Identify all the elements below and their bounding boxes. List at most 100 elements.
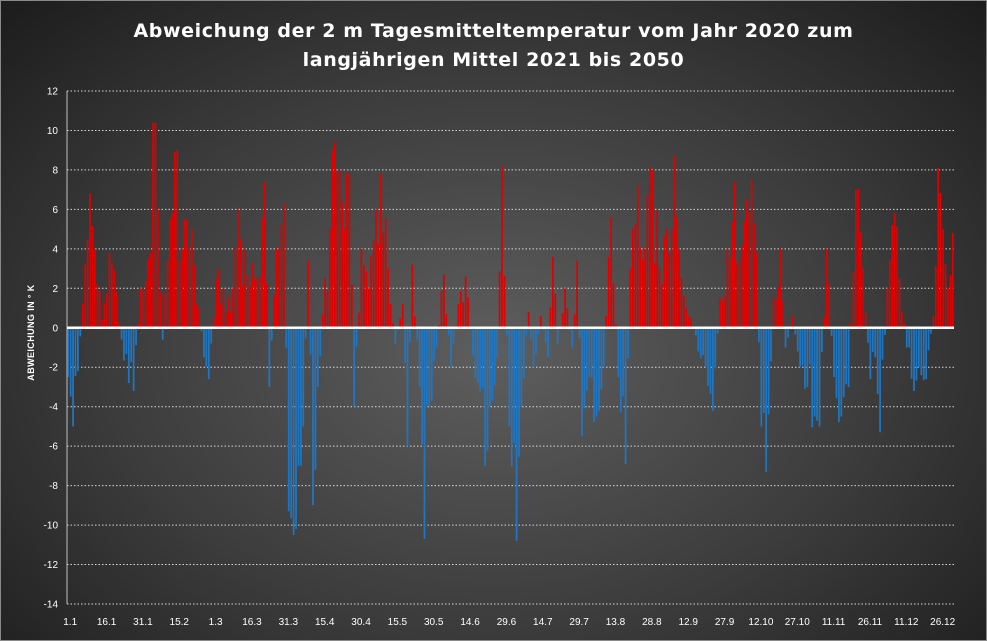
bar-positive (639, 247, 642, 328)
bar-negative (314, 327, 317, 470)
bar-positive (932, 315, 935, 328)
bar-negative (709, 327, 712, 394)
bar-negative (915, 327, 918, 381)
bar-positive (615, 324, 617, 328)
bar-negative (920, 327, 923, 376)
bar-negative (784, 327, 787, 348)
x-tick-label: 26.12 (930, 617, 955, 628)
x-tick-label: 27.9 (715, 617, 735, 628)
bar-negative (762, 327, 765, 413)
bar-positive (632, 228, 634, 328)
bar-positive (629, 268, 632, 328)
bar-positive (249, 286, 251, 328)
bar-positive (350, 284, 353, 328)
bar-positive (678, 248, 680, 328)
x-tick-label: 13.8 (606, 617, 626, 628)
y-tick-label: -6 (49, 442, 58, 453)
bar-negative (813, 327, 816, 417)
bar-positive (149, 252, 152, 328)
bar-negative (619, 327, 622, 413)
bar-negative (479, 327, 482, 391)
bar-positive (147, 258, 150, 328)
bar-negative (496, 327, 499, 358)
bar-negative (421, 327, 423, 445)
bar-positive (329, 229, 331, 328)
bar-negative (816, 327, 818, 421)
bar-negative (530, 327, 532, 340)
bar-positive (779, 248, 782, 328)
bar-positive (457, 304, 460, 328)
bar-positive (552, 256, 554, 328)
bar-negative (304, 327, 307, 339)
bar-negative (811, 327, 814, 428)
bar-negative (556, 327, 559, 344)
bar-negative (913, 327, 915, 391)
bar-negative (474, 327, 477, 379)
bar-positive (307, 260, 310, 328)
bar-positive (721, 301, 724, 328)
bar-negative (312, 327, 314, 506)
bar-negative (270, 327, 273, 341)
y-tick-label: -4 (49, 402, 58, 413)
bar-negative (535, 327, 537, 354)
bar-negative (927, 327, 930, 351)
bar-positive (442, 274, 445, 328)
y-tick-label: -2 (49, 363, 58, 374)
bar-positive (673, 156, 675, 328)
x-tick-label: 15.2 (170, 617, 190, 628)
x-tick-label: 11.12 (894, 617, 919, 628)
bar-positive (440, 290, 443, 328)
bar-positive (157, 209, 159, 328)
bar-positive (503, 275, 506, 328)
bar-positive (937, 167, 940, 328)
bar-positive (372, 240, 375, 328)
bar-positive (171, 212, 174, 328)
bar-negative (821, 327, 823, 353)
bar-positive (258, 276, 261, 328)
y-tick-label: 0 (52, 323, 58, 334)
bar-positive (728, 258, 731, 328)
bar-negative (285, 327, 288, 348)
bar-negative (472, 327, 474, 356)
bar-negative (801, 327, 804, 366)
bar-positive (573, 314, 576, 328)
bar-positive (942, 229, 944, 328)
bar-positive (86, 239, 89, 328)
bar-positive (152, 122, 154, 328)
bar-negative (290, 327, 293, 519)
bar-positive (283, 203, 285, 328)
bar-positive (743, 221, 746, 328)
bar-positive (348, 173, 351, 328)
bar-negative (876, 327, 879, 394)
bar-negative (120, 327, 123, 340)
bar-negative (702, 327, 705, 356)
bar-positive (379, 173, 382, 328)
bar-positive (864, 312, 867, 328)
bar-positive (144, 280, 147, 328)
bar-negative (922, 327, 925, 381)
x-tick-label: 29.7 (569, 617, 589, 628)
bar-negative (69, 327, 72, 397)
bar-negative (428, 327, 431, 407)
x-tick-label: 27.10 (785, 617, 810, 628)
bar-negative (707, 327, 709, 386)
bar-positive (246, 275, 249, 328)
bar-negative (297, 327, 300, 466)
bar-negative (476, 327, 479, 383)
bar-positive (266, 283, 268, 328)
y-tick-label: -12 (44, 560, 59, 571)
bar-positive (382, 232, 385, 328)
bar-negative (200, 327, 203, 332)
bar-positive (236, 209, 239, 328)
bar-negative (881, 327, 884, 360)
y-axis-label: ABWEICHUNG IN ° K (26, 284, 36, 380)
bar-negative (510, 327, 513, 467)
bar-negative (430, 327, 433, 401)
bar-positive (782, 301, 785, 328)
x-tick-label: 12.10 (748, 617, 773, 628)
bar-positive (612, 283, 615, 328)
bar-positive (256, 277, 259, 328)
bar-positive (564, 288, 566, 328)
x-tick-label: 14.7 (533, 617, 553, 628)
bar-negative (602, 327, 605, 368)
